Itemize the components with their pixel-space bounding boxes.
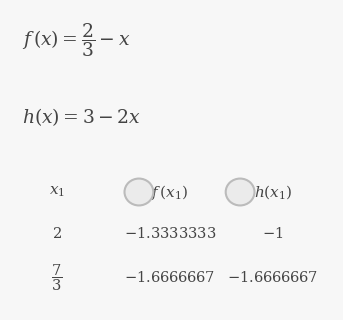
Text: $f\,(x) = \dfrac{2}{3} - x$: $f\,(x) = \dfrac{2}{3} - x$ bbox=[22, 21, 131, 59]
Text: $-1.3333333$: $-1.3333333$ bbox=[123, 226, 216, 241]
Text: $-1.6666667$: $-1.6666667$ bbox=[227, 270, 318, 285]
Text: $-1$: $-1$ bbox=[262, 226, 283, 241]
Text: $2$: $2$ bbox=[52, 226, 61, 241]
Text: $x_1$: $x_1$ bbox=[49, 185, 64, 199]
Text: $h(x_1)$: $h(x_1)$ bbox=[253, 183, 292, 201]
Text: $h(x) = 3 - 2x$: $h(x) = 3 - 2x$ bbox=[22, 106, 141, 128]
Text: $-1.6666667$: $-1.6666667$ bbox=[124, 270, 215, 285]
Text: $\dfrac{7}{3}$: $\dfrac{7}{3}$ bbox=[51, 263, 62, 293]
Text: $f\,(x_1)$: $f\,(x_1)$ bbox=[151, 182, 189, 202]
